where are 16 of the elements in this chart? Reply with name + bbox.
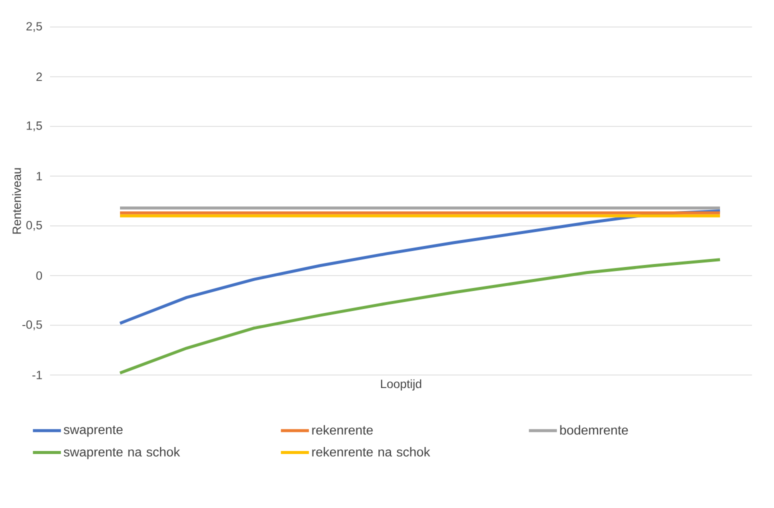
x-axis-title: Looptijd: [381, 379, 422, 391]
y-axis-title: Renteniveau: [12, 168, 22, 234]
legend-label: swaprente: [64, 426, 123, 437]
line-series: [118, 258, 722, 375]
y-tick-label: 2: [36, 72, 42, 81]
y-tick-label: 2,5: [26, 22, 42, 32]
y-tick-label: -1: [32, 370, 42, 380]
y-tick-label: 1: [36, 172, 42, 180]
legend-label: swaprente na schok: [64, 447, 180, 460]
legend-label: bodemrente: [560, 425, 628, 435]
y-tick-label: 0: [36, 271, 42, 280]
y-tick-label: -0,5: [22, 320, 42, 330]
legend-label: rekenrente: [312, 425, 373, 435]
y-tick-label: 1,5: [26, 122, 42, 132]
legend-label: rekenrente na schok: [312, 447, 430, 457]
y-tick-label: 0,5: [26, 220, 42, 231]
